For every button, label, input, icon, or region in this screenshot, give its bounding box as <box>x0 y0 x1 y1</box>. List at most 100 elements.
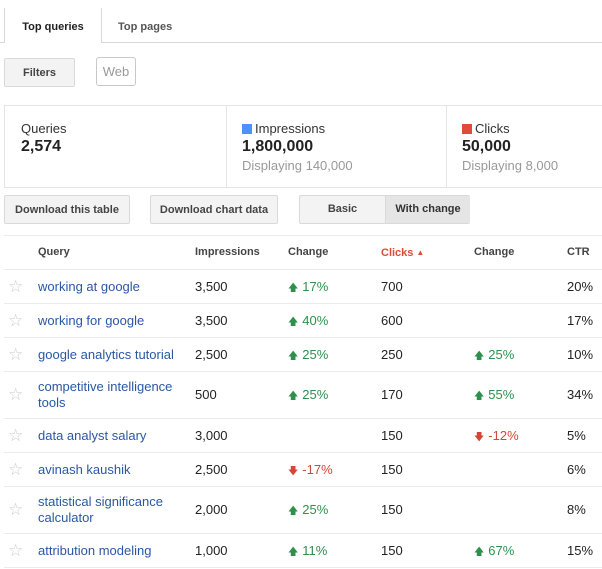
query-cell: attribution modeling <box>38 534 188 567</box>
change-value: 17% <box>302 279 329 294</box>
star-icon[interactable]: ☆ <box>8 311 24 330</box>
star-icon[interactable]: ☆ <box>8 277 24 296</box>
arrow-down-icon: 🡇 <box>474 432 485 443</box>
star-icon[interactable]: ☆ <box>8 426 24 445</box>
ctr-cell: 20% <box>567 279 594 294</box>
query-link[interactable]: data analyst salary <box>38 427 147 443</box>
change-value: 40% <box>302 313 329 328</box>
query-link[interactable]: competitive intelligence tools <box>38 379 173 410</box>
ctr-cell: 15% <box>567 543 594 558</box>
star-icon[interactable]: ☆ <box>8 460 24 479</box>
impressions-change-cell: 🡇 -17% <box>288 453 333 488</box>
impressions-cell: 3,000 <box>195 428 228 443</box>
table-header-row: Query Impressions Change Clicks ▲ Change … <box>4 236 602 270</box>
metric-value: 2,574 <box>21 138 62 155</box>
clicks-cell: 250 <box>381 347 403 362</box>
change-value: 25% <box>488 347 515 362</box>
clicks-color-swatch-icon <box>462 124 472 134</box>
column-header-ctr[interactable]: CTR <box>567 246 590 258</box>
table-row: ☆ competitive intelligence tools 500 🡅 25% 17… <box>4 372 602 419</box>
clicks-change-cell: 🡅 67% <box>474 534 514 569</box>
metric-subtext: Displaying 140,000 <box>242 158 353 173</box>
change-value: 25% <box>302 502 329 517</box>
impressions-cell: 3,500 <box>195 279 228 294</box>
clicks-cell: 150 <box>381 502 403 517</box>
download-chart-data-button[interactable]: Download chart data <box>150 195 278 224</box>
clicks-change-cell: 🡅 55% <box>474 372 514 420</box>
impressions-cell: 2,500 <box>195 347 228 362</box>
change-value: 55% <box>488 387 515 402</box>
tab-top-pages[interactable]: Top pages <box>118 21 173 33</box>
query-link[interactable]: attribution modeling <box>38 542 152 558</box>
clicks-cell: 150 <box>381 462 403 477</box>
metric-queries: Queries 2,574 <box>5 106 227 187</box>
clicks-cell: 150 <box>381 428 403 443</box>
impressions-cell: 500 <box>195 387 217 402</box>
query-link[interactable]: statistical significance calculator <box>38 494 163 525</box>
metric-impressions[interactable]: Impressions 1,800,000 Displaying 140,000 <box>226 106 447 187</box>
with-change-view-button[interactable]: With change <box>385 196 470 223</box>
arrow-up-icon: 🡅 <box>288 283 299 294</box>
column-header-query[interactable]: Query <box>38 246 70 258</box>
table-row: ☆ statistical significance calculator 2,00… <box>4 487 602 534</box>
tab-top-queries[interactable]: Top queries <box>4 8 102 43</box>
search-type-web-filter[interactable]: Web <box>96 57 136 86</box>
query-cell: google analytics tutorial <box>38 338 188 371</box>
query-cell: data analyst salary <box>38 419 188 452</box>
metric-label: Clicks <box>462 121 510 136</box>
download-table-button[interactable]: Download this table <box>4 195 130 224</box>
arrow-up-icon: 🡅 <box>474 547 485 558</box>
star-icon[interactable]: ☆ <box>8 385 24 404</box>
table-row: ☆ working at google 3,500 🡅 17% 700 20% <box>4 270 602 304</box>
table-row: ☆ attribution modeling 1,000 🡅 11% 150 🡅 67% 15% <box>4 534 602 568</box>
star-icon[interactable]: ☆ <box>8 500 24 519</box>
query-cell: working at google <box>38 270 188 303</box>
impressions-cell: 1,000 <box>195 543 228 558</box>
metric-label: Queries <box>21 121 67 136</box>
filters-button[interactable]: Filters <box>4 58 75 87</box>
change-value: -12% <box>488 428 519 443</box>
query-link[interactable]: google analytics tutorial <box>38 346 174 362</box>
view-toggle: Basic With change <box>299 195 470 224</box>
metric-label-text: Impressions <box>255 121 326 136</box>
column-header-clicks[interactable]: Clicks ▲ <box>381 236 424 270</box>
metric-label: Impressions <box>242 121 325 136</box>
ctr-cell: 8% <box>567 502 586 517</box>
clicks-change-cell: 🡅 25% <box>474 338 514 373</box>
table-row: ☆ working for google 3,500 🡅 40% 600 17% <box>4 304 602 338</box>
impressions-change-cell: 🡅 11% <box>288 534 327 569</box>
query-link[interactable]: avinash kaushik <box>38 461 131 477</box>
impressions-change-cell: 🡅 17% <box>288 270 328 305</box>
impressions-color-swatch-icon <box>242 124 252 134</box>
impressions-change-cell: 🡅 25% <box>288 487 328 535</box>
column-header-impressions-change[interactable]: Change <box>288 246 329 258</box>
ctr-cell: 6% <box>567 462 586 477</box>
star-icon[interactable]: ☆ <box>8 541 24 560</box>
column-header-clicks-change[interactable]: Change <box>474 246 515 258</box>
arrow-up-icon: 🡅 <box>288 351 299 362</box>
impressions-change-cell: 🡅 25% <box>288 338 328 373</box>
change-value: 67% <box>488 543 515 558</box>
queries-table: Query Impressions Change Clicks ▲ Change … <box>4 235 602 568</box>
clicks-cell: 600 <box>381 313 403 328</box>
metric-value: 1,800,000 <box>242 138 314 155</box>
query-cell: working for google <box>38 304 188 337</box>
query-cell: competitive intelligence tools <box>38 372 188 418</box>
arrow-up-icon: 🡅 <box>474 351 485 362</box>
basic-view-button[interactable]: Basic <box>327 203 358 215</box>
arrow-up-icon: 🡅 <box>288 317 299 328</box>
arrow-up-icon: 🡅 <box>288 391 299 402</box>
query-link[interactable]: working for google <box>38 312 145 328</box>
ctr-cell: 10% <box>567 347 594 362</box>
table-body: ☆ working at google 3,500 🡅 17% 700 20% ☆ workin… <box>4 270 602 568</box>
star-icon[interactable]: ☆ <box>8 345 24 364</box>
summary-panel: Queries 2,574 Impressions 1,800,000 Disp… <box>4 105 602 188</box>
metric-clicks[interactable]: Clicks 50,000 Displaying 8,000 <box>446 106 602 187</box>
impressions-cell: 2,500 <box>195 462 228 477</box>
column-header-impressions[interactable]: Impressions <box>195 246 260 258</box>
change-value: -17% <box>302 462 333 477</box>
arrow-up-icon: 🡅 <box>288 506 299 517</box>
impressions-cell: 2,000 <box>195 502 228 517</box>
query-link[interactable]: working at google <box>38 278 140 294</box>
clicks-cell: 150 <box>381 543 403 558</box>
